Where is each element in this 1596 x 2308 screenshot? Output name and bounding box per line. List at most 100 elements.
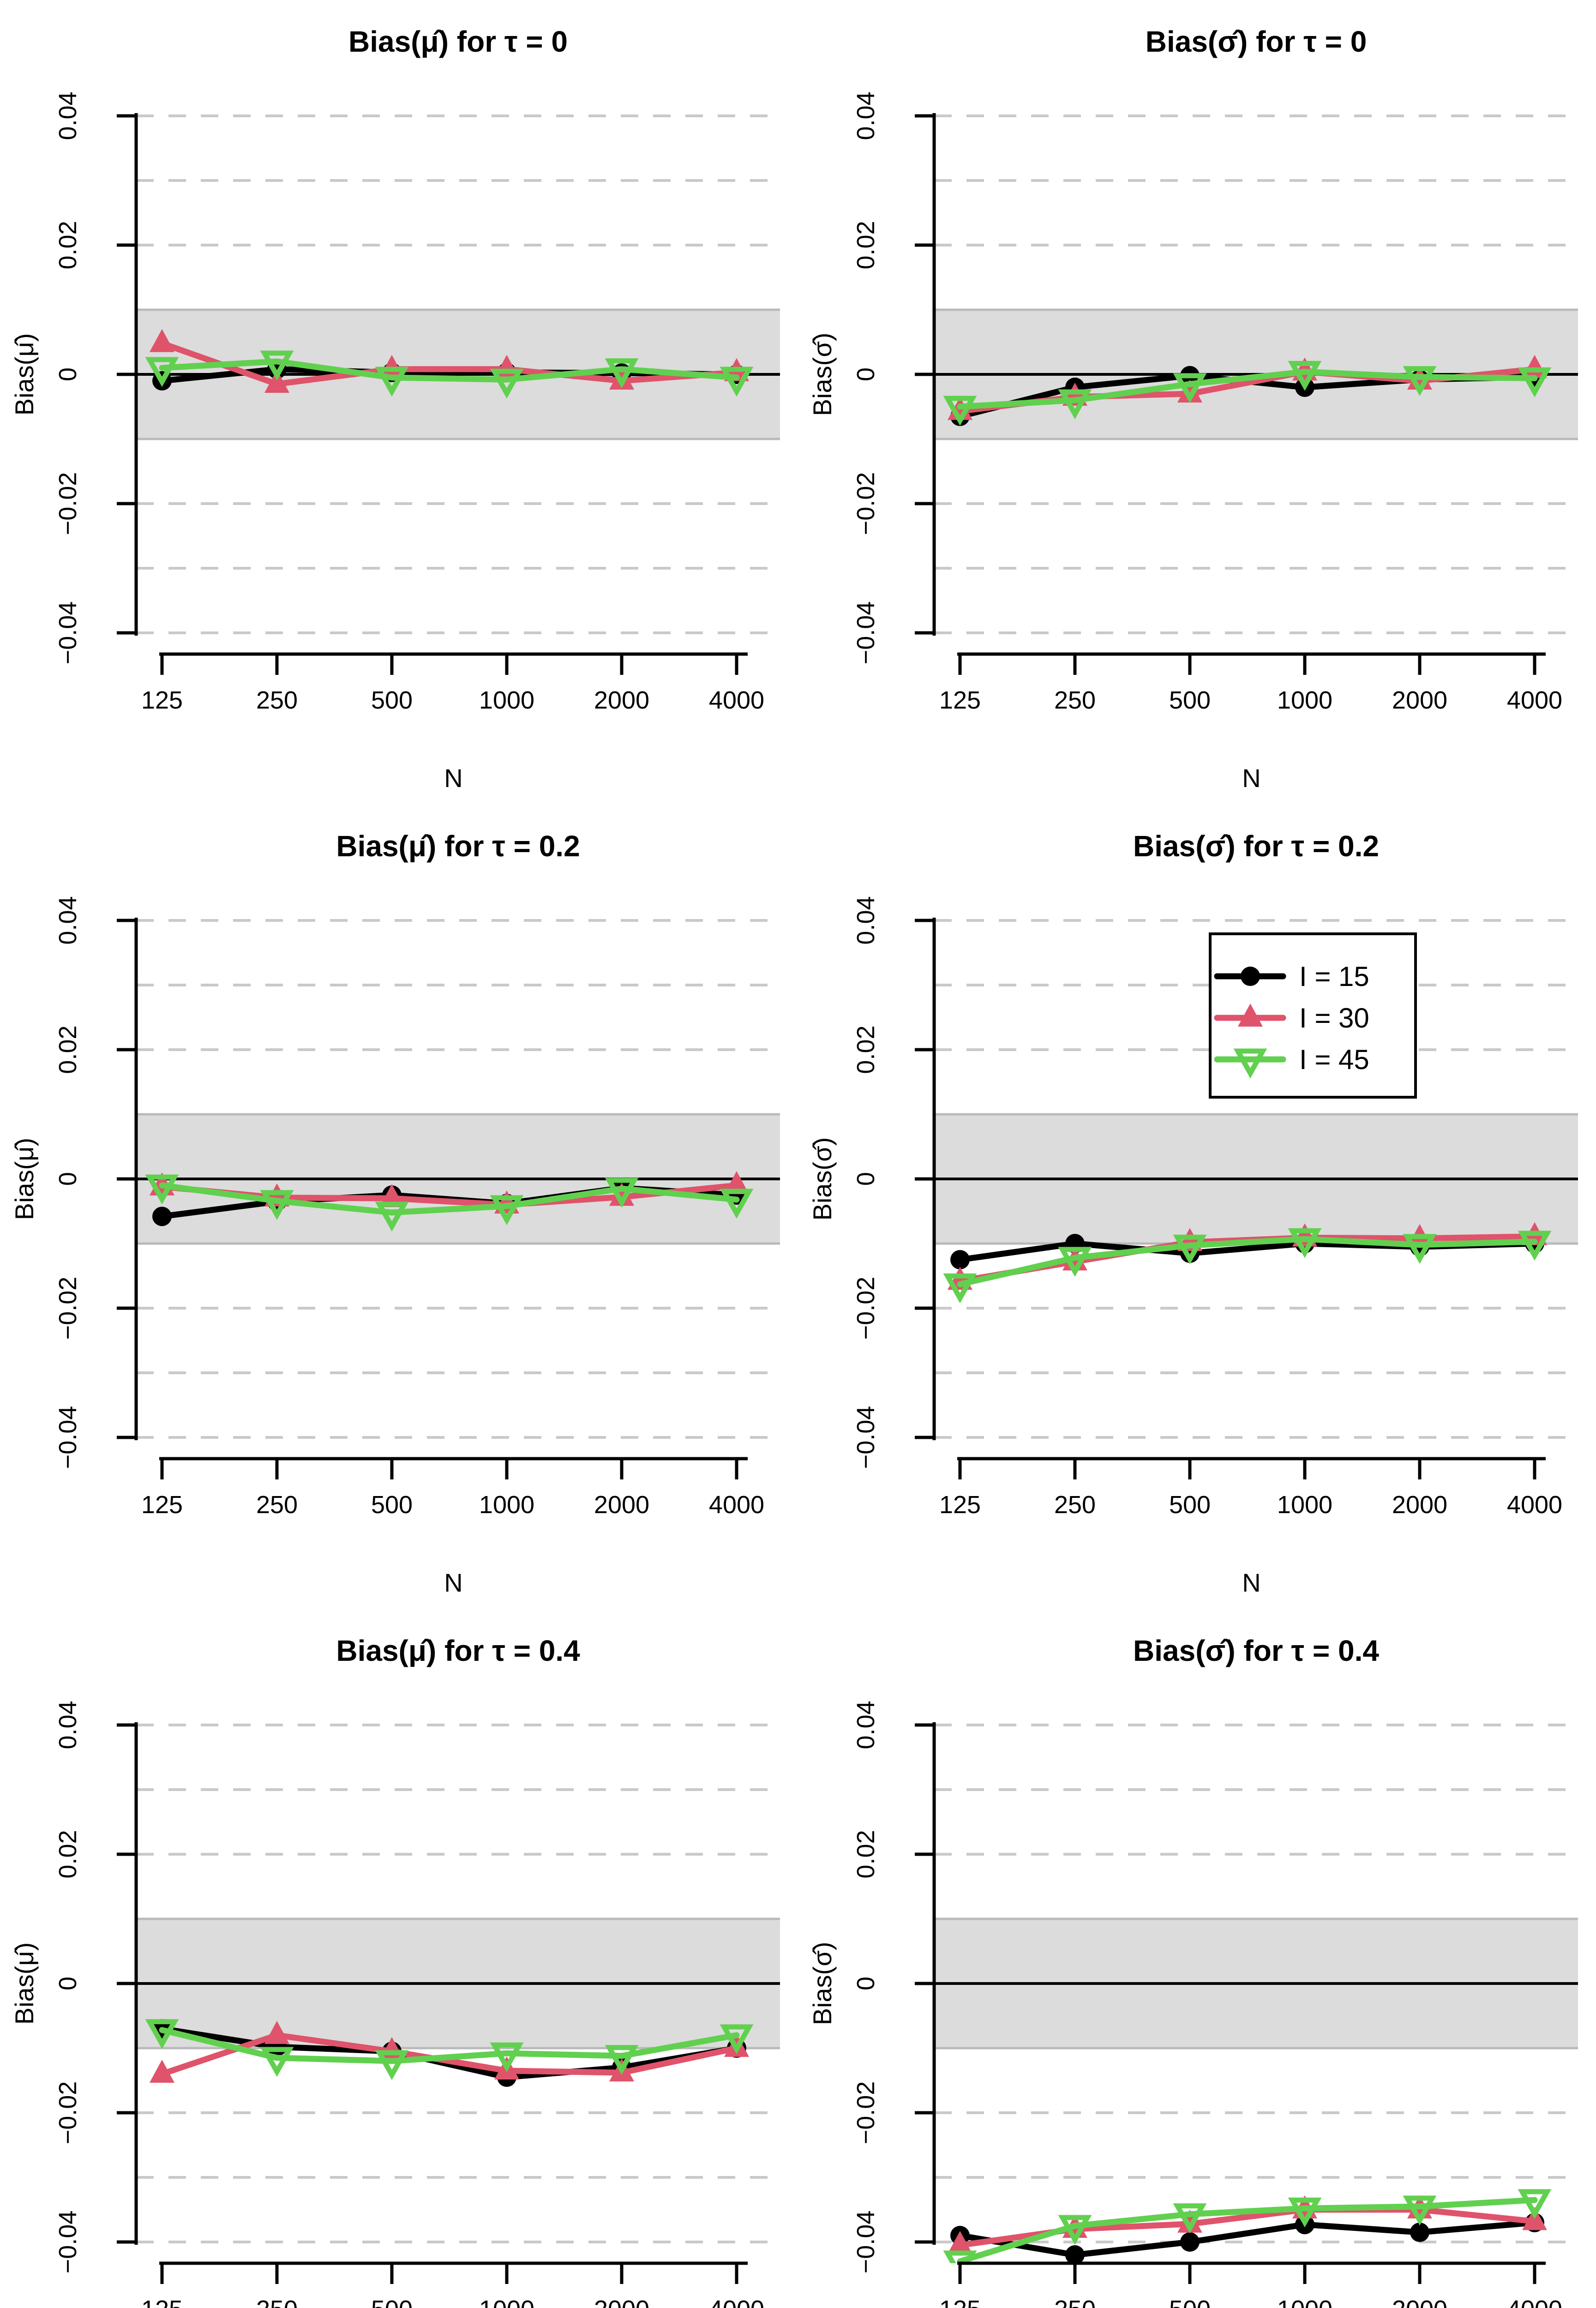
marker-triangle-down bbox=[1518, 1231, 1552, 1261]
series-group bbox=[943, 2189, 1552, 2263]
marker-triangle-down bbox=[375, 1202, 409, 1232]
y-tick-label: 0.04 bbox=[852, 896, 880, 944]
y-axis: −0.04 −0.02 0 0.02 0.04 bbox=[54, 1701, 138, 2274]
marker-triangle-down bbox=[490, 2042, 524, 2073]
marker-triangle-down bbox=[605, 358, 639, 389]
x-tick-label: 250 bbox=[256, 686, 298, 714]
x-tick-label: 2000 bbox=[594, 2296, 649, 2308]
y-axis: −0.04 −0.02 0 0.02 0.04 bbox=[852, 91, 936, 664]
x-tick-label: 125 bbox=[939, 1491, 981, 1519]
y-tick-label: −0.04 bbox=[54, 601, 82, 665]
marker-triangle-down bbox=[1518, 367, 1552, 397]
x-tick-label: 2000 bbox=[1392, 686, 1447, 714]
chart-title: Bias(μ̂) for τ = 0.4 bbox=[336, 1634, 580, 1667]
x-tick-label: 500 bbox=[371, 1491, 413, 1519]
chart-title: Bias(μ̂) for τ = 0 bbox=[348, 25, 568, 58]
marker-triangle-down bbox=[720, 1189, 754, 1219]
y-tick-label: −0.02 bbox=[852, 472, 880, 535]
chart-bias-mu-tau-02: −0.04 −0.02 0 0.02 0.04 125 250 500 1000 2000 4000… bbox=[10, 829, 780, 1597]
y-tick-label: 0.02 bbox=[852, 1025, 880, 1074]
chart-bias-sigma-tau-02: −0.04 −0.02 0 0.02 0.04 125 250 500 1000 2000 4000… bbox=[808, 829, 1578, 1597]
chart-bias-mu-tau-04: −0.04 −0.02 0 0.02 0.04 125 250 500 1000 2000 4000… bbox=[10, 1634, 780, 2308]
panel-bias-sigma-tau-02: −0.04 −0.02 0 0.02 0.04 125 250 500 1000 2000 4000… bbox=[798, 805, 1596, 1609]
x-tick-label: 500 bbox=[371, 2296, 413, 2308]
legend-label: I = 15 bbox=[1299, 961, 1369, 992]
x-tick-label: 500 bbox=[371, 686, 413, 714]
marker-triangle-down bbox=[145, 1174, 179, 1205]
panel-bias-mu-tau-02: −0.04 −0.02 0 0.02 0.04 125 250 500 1000 2000 4000… bbox=[0, 805, 798, 1609]
y-axis: −0.04 −0.02 0 0.02 0.04 bbox=[852, 1701, 936, 2273]
marker-triangle-down bbox=[720, 2024, 754, 2055]
y-axis: −0.04 −0.02 0 0.02 0.04 bbox=[54, 91, 138, 665]
y-tick-label: 0.02 bbox=[852, 1830, 880, 1878]
x-axis-title: N bbox=[444, 1568, 462, 1597]
y-tick-label: 0 bbox=[54, 367, 82, 381]
y-tick-label: 0.04 bbox=[852, 91, 880, 140]
marker-triangle-up bbox=[1177, 379, 1202, 403]
y-tick-label: 0 bbox=[54, 1977, 82, 1990]
legend-label: I = 30 bbox=[1299, 1003, 1369, 1034]
y-axis-title: Bias(μ̂) bbox=[10, 1138, 39, 1220]
marker-circle bbox=[152, 1207, 172, 1226]
x-tick-label: 2000 bbox=[594, 1491, 649, 1519]
marker-triangle-down bbox=[490, 368, 524, 399]
marker-triangle-down bbox=[943, 2250, 977, 2263]
marker-triangle-down bbox=[1173, 1234, 1207, 1265]
x-tick-label: 4000 bbox=[709, 1491, 764, 1519]
y-axis-title: Bias(μ̂) bbox=[10, 1942, 39, 2025]
x-tick-label: 250 bbox=[1054, 686, 1096, 714]
dashed-gridlines bbox=[136, 1724, 780, 2243]
marker-triangle-down bbox=[260, 2047, 294, 2077]
y-tick-label: 0.04 bbox=[54, 1701, 82, 1749]
y-tick-label: 0 bbox=[852, 367, 880, 381]
marker-triangle-up bbox=[150, 2060, 174, 2083]
marker-triangle-down bbox=[1058, 2215, 1092, 2245]
marker-triangle-up bbox=[150, 329, 174, 352]
chart-bias-mu-tau-0: −0.04 −0.02 0 0.02 0.04 125 250 500 1000 2000 4000… bbox=[10, 25, 780, 793]
marker-triangle-down bbox=[1173, 2203, 1207, 2234]
marker-triangle-down bbox=[490, 1195, 524, 1226]
marker-triangle-down bbox=[605, 1178, 639, 1208]
marker-circle bbox=[950, 1250, 970, 1269]
x-tick-label: 250 bbox=[256, 2296, 298, 2308]
series-I45 bbox=[145, 350, 754, 399]
chart-title: Bias(μ̂) for τ = 0.2 bbox=[336, 829, 580, 863]
y-tick-label: 0.02 bbox=[852, 221, 880, 269]
y-tick-label: 0.02 bbox=[54, 221, 82, 269]
y-tick-label: −0.02 bbox=[852, 2081, 880, 2145]
x-tick-label: 250 bbox=[1054, 2296, 1096, 2308]
marker-triangle-down bbox=[1058, 389, 1092, 420]
marker-circle bbox=[1065, 2245, 1085, 2263]
dashed-gridlines bbox=[934, 1724, 1578, 2243]
dashed-gridlines bbox=[136, 114, 780, 634]
dashed-gridlines bbox=[934, 114, 1578, 634]
x-tick-label: 500 bbox=[1169, 1491, 1211, 1519]
marker-circle bbox=[1241, 967, 1260, 986]
x-tick-label: 125 bbox=[939, 2296, 981, 2308]
marker-triangle-up bbox=[379, 1184, 404, 1207]
x-axis-title: N bbox=[444, 763, 462, 793]
y-tick-label: −0.04 bbox=[54, 2211, 82, 2274]
x-axis: 125 250 500 1000 2000 4000 bbox=[141, 652, 764, 714]
y-axis-title: Bias(σ̂) bbox=[808, 1137, 837, 1221]
x-tick-label: 2000 bbox=[1392, 2296, 1447, 2308]
y-axis-title: Bias(σ̂) bbox=[808, 333, 837, 416]
x-tick-label: 500 bbox=[1169, 2296, 1211, 2308]
marker-triangle-down bbox=[1403, 1234, 1437, 1264]
marker-triangle-up bbox=[1177, 2209, 1202, 2233]
marker-triangle-down bbox=[260, 350, 294, 381]
x-axis: 125 250 500 1000 2000 4000 bbox=[939, 652, 1562, 714]
legend-label: I = 45 bbox=[1299, 1044, 1369, 1075]
series-group bbox=[145, 1171, 754, 1232]
x-tick-label: 125 bbox=[939, 686, 981, 714]
marker-triangle-down bbox=[145, 357, 179, 387]
chart-bias-sigma-tau-0: −0.04 −0.02 0 0.02 0.04 125 250 500 1000 2000 4000… bbox=[808, 25, 1578, 793]
y-tick-label: 0.02 bbox=[54, 1025, 82, 1074]
marker-triangle-down bbox=[1233, 1048, 1267, 1079]
x-tick-label: 1000 bbox=[1277, 686, 1332, 714]
marker-triangle-down bbox=[943, 396, 977, 426]
dashed-gridlines bbox=[136, 919, 780, 1439]
y-tick-label: 0.04 bbox=[54, 91, 82, 140]
y-axis: −0.04 −0.02 0 0.02 0.04 bbox=[54, 896, 138, 1469]
marker-triangle-down bbox=[1288, 361, 1322, 391]
